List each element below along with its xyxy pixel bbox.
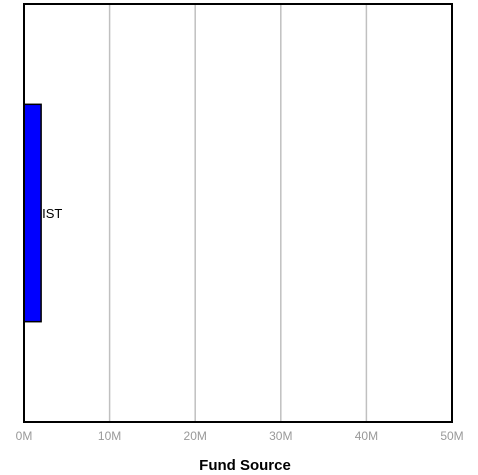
bar-ist xyxy=(23,103,42,323)
gridlines xyxy=(108,4,368,422)
plot-frame xyxy=(23,3,453,423)
x-tick-label: 50M xyxy=(440,429,463,443)
x-tick-label: 0M xyxy=(16,429,33,443)
x-tick-label: 30M xyxy=(269,429,292,443)
x-tick-label: 10M xyxy=(98,429,121,443)
bar-category-label: IST xyxy=(42,206,62,221)
x-tick-label: 40M xyxy=(355,429,378,443)
x-tick-labels: 0M 10M 20M 30M 40M 50M xyxy=(16,429,464,443)
x-tick-label: 20M xyxy=(184,429,207,443)
bars: IST xyxy=(23,103,62,323)
x-axis-title: Fund Source xyxy=(199,457,291,474)
